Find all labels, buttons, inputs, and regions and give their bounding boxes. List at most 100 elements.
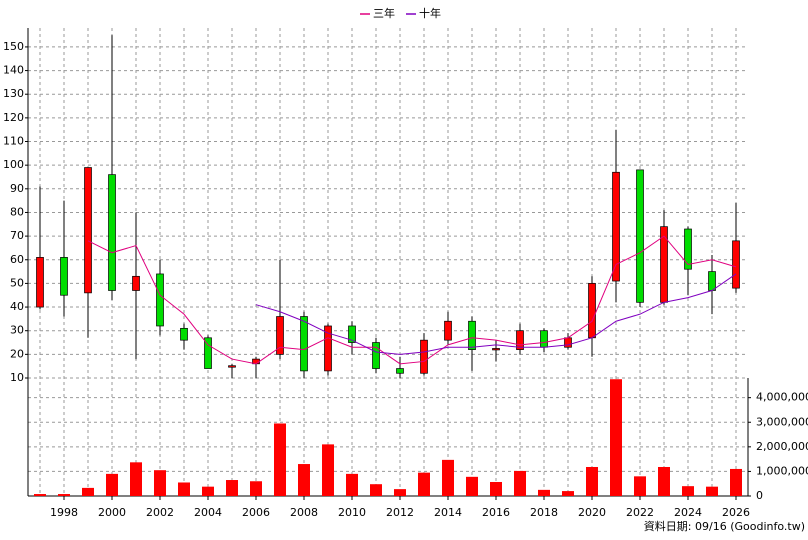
volume-bar <box>538 489 550 496</box>
volume-bar <box>82 487 94 496</box>
volume-bar <box>418 472 430 496</box>
legend-label: 三年 <box>373 6 395 20</box>
volume-bar <box>274 423 286 496</box>
y-tick-label: 50 <box>10 276 24 289</box>
volume-bar <box>658 466 670 496</box>
candle-body <box>588 283 596 339</box>
candle-body <box>564 337 572 348</box>
y-tick-label: 30 <box>10 324 24 337</box>
x-tick-label: 1998 <box>50 506 78 519</box>
candle-body <box>204 337 212 369</box>
volume-tick-label: 2,000,000 <box>756 440 808 453</box>
volume-bar <box>370 484 382 496</box>
x-tick-label: 2024 <box>674 506 702 519</box>
candle-body <box>468 320 476 350</box>
ma-line <box>87 235 737 365</box>
volume-bar <box>730 468 742 496</box>
x-tick-label: 2004 <box>194 506 222 519</box>
candle-body <box>228 365 236 368</box>
volume-bar <box>490 481 502 496</box>
candle-body <box>420 339 428 374</box>
y-tick-label: 90 <box>10 182 24 195</box>
volume-bar <box>226 480 238 496</box>
volume-bar <box>634 476 646 496</box>
y-tick-label: 150 <box>3 40 24 53</box>
candle-body <box>708 271 716 291</box>
x-tick-label: 2022 <box>626 506 654 519</box>
y-tick-label: 10 <box>10 371 24 384</box>
data-date-note: 資料日期: 09/16 (Goodinfo.tw) <box>644 519 805 533</box>
candle-body <box>348 325 356 343</box>
candle-body <box>84 167 92 294</box>
candle-body <box>36 257 44 308</box>
y-tick-label: 20 <box>10 347 24 360</box>
y-tick-label: 140 <box>3 64 24 77</box>
y-tick-label: 40 <box>10 300 24 313</box>
x-tick-label: 2010 <box>338 506 366 519</box>
candle-body <box>444 320 452 341</box>
x-tick-label: 2012 <box>386 506 414 519</box>
x-tick-label: 2026 <box>722 506 750 519</box>
candle-body <box>492 348 500 351</box>
volume-bar <box>562 491 574 496</box>
volume-bar <box>514 470 526 496</box>
x-tick-label: 2018 <box>530 506 558 519</box>
candle-body <box>108 174 116 291</box>
volume-tick-label: 0 <box>756 489 763 502</box>
volume-tick-label: 1,000,000 <box>756 464 808 477</box>
volume-tick-label: 3,000,000 <box>756 415 808 428</box>
x-tick-label: 2000 <box>98 506 126 519</box>
candle-body <box>300 316 308 372</box>
volume-bar <box>706 486 718 496</box>
candle-body <box>180 327 188 341</box>
candle-body <box>156 273 164 327</box>
x-tick-label: 2006 <box>242 506 270 519</box>
volume-bar <box>106 473 118 496</box>
plot-area <box>28 28 748 496</box>
y-tick-label: 80 <box>10 205 24 218</box>
y-tick-label: 70 <box>10 229 24 242</box>
x-tick-label: 2020 <box>578 506 606 519</box>
volume-bar <box>58 494 70 496</box>
candle-body <box>372 342 380 369</box>
candle-body <box>732 240 740 289</box>
volume-bar <box>34 494 46 496</box>
legend-label: 十年 <box>419 6 441 20</box>
candle-body <box>684 228 692 270</box>
y-tick-label: 120 <box>3 111 24 124</box>
x-tick-label: 2016 <box>482 506 510 519</box>
y-tick-label: 60 <box>10 253 24 266</box>
volume-bar <box>466 476 478 496</box>
x-tick-label: 2002 <box>146 506 174 519</box>
volume-bar <box>394 489 406 496</box>
volume-bar <box>610 379 622 496</box>
volume-tick-label: 4,000,000 <box>756 391 808 404</box>
ma-line <box>255 273 737 355</box>
candle-body <box>60 257 68 296</box>
volume-bar <box>346 473 358 496</box>
candle-body <box>612 171 620 282</box>
volume-bar <box>202 486 214 496</box>
volume-bar <box>682 486 694 496</box>
volume-bar <box>322 444 334 496</box>
x-tick-label: 2008 <box>290 506 318 519</box>
volume-bar <box>298 464 310 496</box>
y-tick-label: 110 <box>3 135 24 148</box>
candle-body <box>132 275 140 291</box>
volume-bar <box>250 481 262 496</box>
candle-body <box>276 316 284 355</box>
y-tick-label: 130 <box>3 87 24 100</box>
volume-bar <box>586 466 598 496</box>
candle-body <box>636 169 644 303</box>
candle-body <box>324 325 332 372</box>
volume-bar <box>130 462 142 496</box>
candle-body <box>516 330 524 350</box>
candle-body <box>540 330 548 348</box>
candle-body <box>396 368 404 374</box>
x-tick-label: 2014 <box>434 506 462 519</box>
volume-bar <box>154 470 166 496</box>
y-tick-label: 100 <box>3 158 24 171</box>
volume-bar <box>442 459 454 496</box>
